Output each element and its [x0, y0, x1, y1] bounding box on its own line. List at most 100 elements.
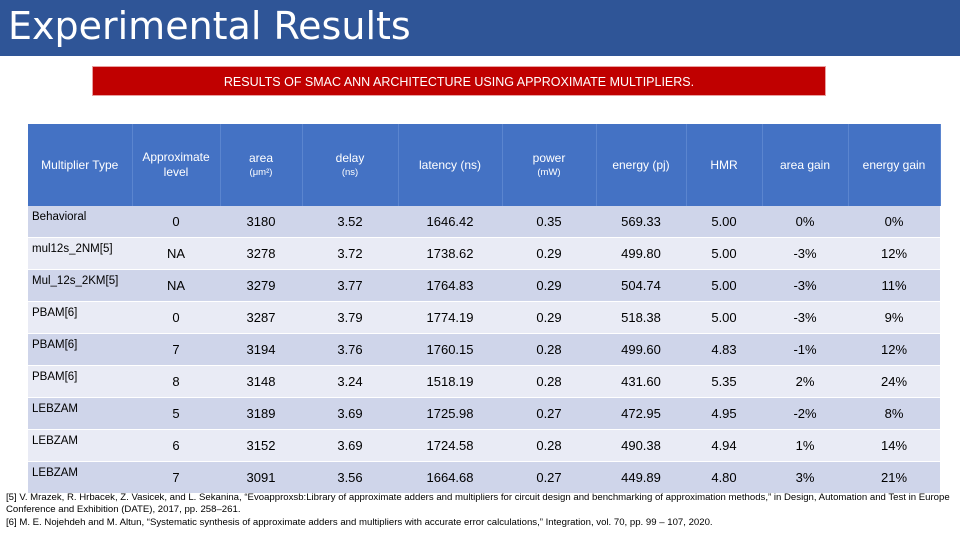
column-header-label: Approximate level — [142, 150, 210, 179]
table-cell: 0% — [848, 206, 940, 238]
table-cell: 499.60 — [596, 333, 686, 366]
table-cell: 1646.42 — [398, 206, 502, 238]
table-cell: 3180 — [220, 206, 302, 238]
column-header: Approximate level — [132, 124, 221, 206]
table-cell: 8 — [132, 365, 220, 398]
table-cell: -3% — [762, 301, 848, 334]
table-row: mul12s_2NM[5] NA 3278 3.72 1738.62 0.29 499.80… — [28, 237, 940, 270]
table-row: PBAM[6] 0 3287 3.79 1774.19 0.29 518.38 5.00 -3%… — [28, 301, 940, 334]
table-cell: 0 — [132, 206, 220, 238]
table-cell: 3.52 — [302, 206, 398, 238]
table-cell: -2% — [762, 397, 848, 430]
column-header-unit: (mW) — [537, 167, 561, 178]
multiplier-type-cell: mul12s_2NM[5] — [28, 237, 132, 270]
table-cell: 3278 — [220, 237, 302, 270]
column-header-label: area — [248, 151, 274, 165]
table-row: LEBZAM 7 3091 3.56 1664.68 0.27 449.89 4.80 3% 21… — [28, 461, 940, 494]
table-cell: 499.80 — [596, 237, 686, 270]
table-cell: NA — [132, 237, 220, 270]
table-cell: 0.27 — [502, 461, 596, 494]
title-bar: Experimental Results — [0, 0, 960, 56]
table-cell: 7 — [132, 461, 220, 494]
results-table: Multiplier Type Approximate level area (μm²… — [28, 124, 941, 494]
table-cell: 3.79 — [302, 301, 398, 334]
table-cell: 3287 — [220, 301, 302, 334]
table-cell: NA — [132, 269, 220, 302]
references: [5] V. Mrazek, R. Hrbacek, Z. Vasicek, a… — [6, 492, 956, 529]
table-body: Behavioral 0 3180 3.52 1646.42 0.35 569.33 5.00… — [28, 206, 940, 494]
table-cell: 3279 — [220, 269, 302, 302]
table-row: Mul_12s_2KM[5] NA 3279 3.77 1764.83 0.29 504.7… — [28, 269, 940, 302]
table-cell: 3091 — [220, 461, 302, 494]
table-cell: 569.33 — [596, 206, 686, 238]
reference-5: [5] V. Mrazek, R. Hrbacek, Z. Vasicek, a… — [6, 492, 950, 516]
column-header: power (mW) — [502, 124, 597, 206]
column-header: HMR — [686, 124, 763, 206]
table-cell: 5.00 — [686, 301, 762, 334]
table-cell: 4.95 — [686, 397, 762, 430]
column-header-label: Multiplier Type — [41, 157, 119, 172]
table-cell: 0.28 — [502, 365, 596, 398]
table-cell: 1518.19 — [398, 365, 502, 398]
multiplier-type-cell: PBAM[6] — [28, 365, 132, 398]
table-row: LEBZAM 5 3189 3.69 1725.98 0.27 472.95 4.95 -2% 8… — [28, 397, 940, 430]
table-row: LEBZAM 6 3152 3.69 1724.58 0.28 490.38 4.94 1% 14… — [28, 429, 940, 462]
table-cell: -1% — [762, 333, 848, 366]
table-cell: 472.95 — [596, 397, 686, 430]
table-cell: 5 — [132, 397, 220, 430]
table-cell: 0 — [132, 301, 220, 334]
column-header: energy gain — [848, 124, 941, 206]
table-cell: 4.83 — [686, 333, 762, 366]
table-cell: 1764.83 — [398, 269, 502, 302]
table-cell: 449.89 — [596, 461, 686, 494]
column-header-label: area gain — [779, 157, 831, 172]
header-row: Multiplier Type Approximate level area (μm²… — [28, 124, 941, 206]
column-header-unit: (μm²) — [249, 167, 273, 178]
table-cell: 3.69 — [302, 397, 398, 430]
table-row: Behavioral 0 3180 3.52 1646.42 0.35 569.33 5.00… — [28, 206, 940, 238]
table-cell: 0.27 — [502, 397, 596, 430]
table-row: PBAM[6] 8 3148 3.24 1518.19 0.28 431.60 5.35 2% 2… — [28, 365, 940, 398]
multiplier-type-cell: LEBZAM — [28, 461, 132, 494]
table-cell: 0.28 — [502, 333, 596, 366]
table-cell: 7 — [132, 333, 220, 366]
table-cell: 5.00 — [686, 237, 762, 270]
table-cell: 1% — [762, 429, 848, 462]
table-cell: 3.77 — [302, 269, 398, 302]
multiplier-type-cell: Mul_12s_2KM[5] — [28, 269, 132, 302]
table-cell: 5.35 — [686, 365, 762, 398]
table-cell: 3189 — [220, 397, 302, 430]
table-cell: 4.94 — [686, 429, 762, 462]
table-cell: 6 — [132, 429, 220, 462]
column-header: delay (ns) — [302, 124, 399, 206]
table-cell: 518.38 — [596, 301, 686, 334]
column-header: energy (pj) — [596, 124, 687, 206]
table-cell: 2% — [762, 365, 848, 398]
table-row: PBAM[6] 7 3194 3.76 1760.15 0.28 499.60 4.83 -1%… — [28, 333, 940, 366]
table-caption: RESULTS OF SMAC ANN ARCHITECTURE USING A… — [92, 66, 826, 96]
slide-title: Experimental Results — [8, 4, 411, 48]
table-cell: -3% — [762, 237, 848, 270]
column-header: Multiplier Type — [28, 124, 133, 206]
table-cell: 3% — [762, 461, 848, 494]
table-cell: -3% — [762, 269, 848, 302]
table-cell: 5.00 — [686, 206, 762, 238]
table-cell: 12% — [848, 237, 940, 270]
table-cell: 3152 — [220, 429, 302, 462]
column-header-label: power — [532, 151, 566, 165]
table-cell: 504.74 — [596, 269, 686, 302]
table-cell: 4.80 — [686, 461, 762, 494]
table-cell: 24% — [848, 365, 940, 398]
table-cell: 3.24 — [302, 365, 398, 398]
multiplier-type-cell: PBAM[6] — [28, 333, 132, 366]
table-cell: 9% — [848, 301, 940, 334]
table-cell: 21% — [848, 461, 940, 494]
table-cell: 0.29 — [502, 237, 596, 270]
multiplier-type-cell: Behavioral — [28, 206, 132, 238]
table-cell: 5.00 — [686, 269, 762, 302]
column-header-label: HMR — [710, 157, 738, 172]
table-cell: 0.29 — [502, 301, 596, 334]
table-cell: 3148 — [220, 365, 302, 398]
table-cell: 490.38 — [596, 429, 686, 462]
column-header-label: latency (ns) — [418, 157, 482, 172]
